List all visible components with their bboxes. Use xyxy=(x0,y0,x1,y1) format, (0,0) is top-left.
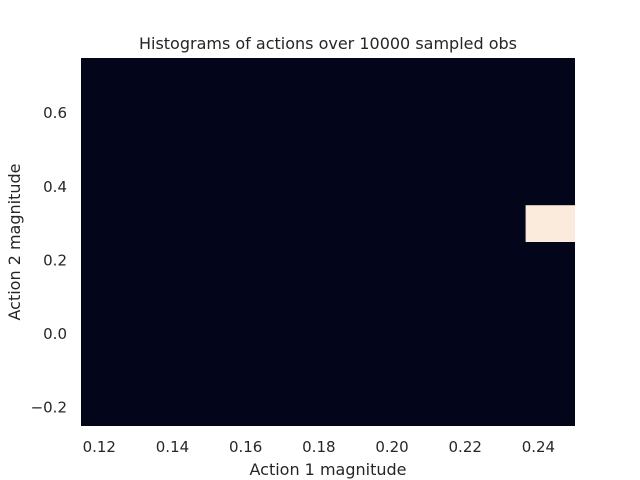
y-tick-label: 0.0 xyxy=(43,325,67,343)
x-tick-label: 0.12 xyxy=(83,438,116,456)
x-tick-label: 0.18 xyxy=(302,438,335,456)
x-axis-label: Action 1 magnitude xyxy=(249,460,406,479)
y-tick-label: −0.2 xyxy=(31,399,67,417)
x-tick-label: 0.16 xyxy=(229,438,262,456)
x-tick-label: 0.22 xyxy=(449,438,482,456)
y-tick-label: 0.4 xyxy=(43,178,67,196)
chart-title: Histograms of actions over 10000 sampled… xyxy=(139,34,517,53)
plot-area xyxy=(81,58,575,426)
y-tick-label: 0.2 xyxy=(43,251,67,269)
y-tick-label: 0.6 xyxy=(43,104,67,122)
x-tick-label: 0.20 xyxy=(375,438,408,456)
heatmap-cell-0 xyxy=(525,205,575,242)
y-axis-label: Action 2 magnitude xyxy=(5,163,24,320)
x-tick-label: 0.24 xyxy=(522,438,555,456)
x-tick-label: 0.14 xyxy=(156,438,189,456)
